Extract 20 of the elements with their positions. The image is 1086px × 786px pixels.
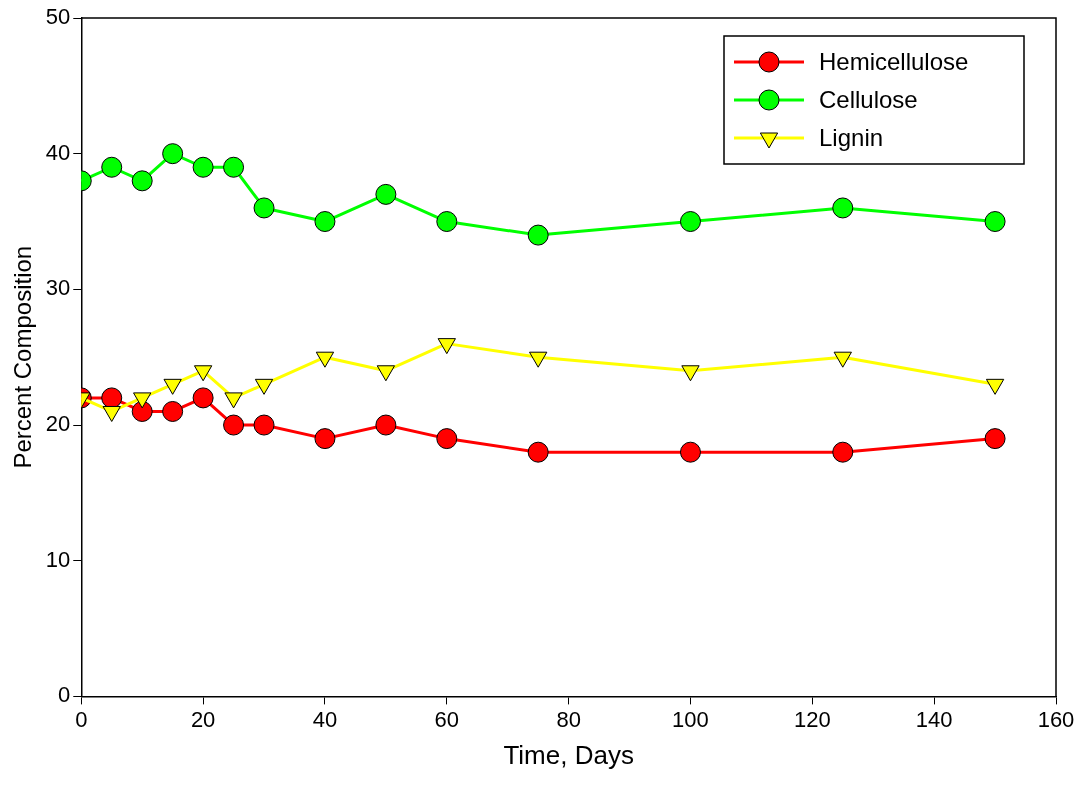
x-tick-label: 40 xyxy=(312,706,338,732)
y-tick-label: 0 xyxy=(58,682,71,708)
x-axis-title: Time, Days xyxy=(503,739,634,770)
x-tick-label: 140 xyxy=(915,706,953,732)
legend-label: Lignin xyxy=(819,123,884,151)
y-axis-title: Percent Composition xyxy=(9,245,37,469)
y-tick-label: 20 xyxy=(45,411,71,437)
x-tick-label: 80 xyxy=(556,706,581,732)
y-tick-label: 10 xyxy=(45,546,71,572)
x-tick-label: 120 xyxy=(793,706,831,732)
x-tick-label: 0 xyxy=(75,706,88,732)
legend-label: Hemicellulose xyxy=(819,47,969,75)
y-tick-label: 30 xyxy=(45,275,71,301)
y-tick-label: 50 xyxy=(45,4,71,30)
y-tick-label: 40 xyxy=(45,139,71,165)
legend-label: Cellulose xyxy=(819,85,918,113)
x-tick-label: 20 xyxy=(190,706,216,732)
x-tick-label: 100 xyxy=(672,706,709,732)
x-tick-label: 160 xyxy=(1037,706,1075,732)
x-tick-label: 60 xyxy=(434,706,460,732)
